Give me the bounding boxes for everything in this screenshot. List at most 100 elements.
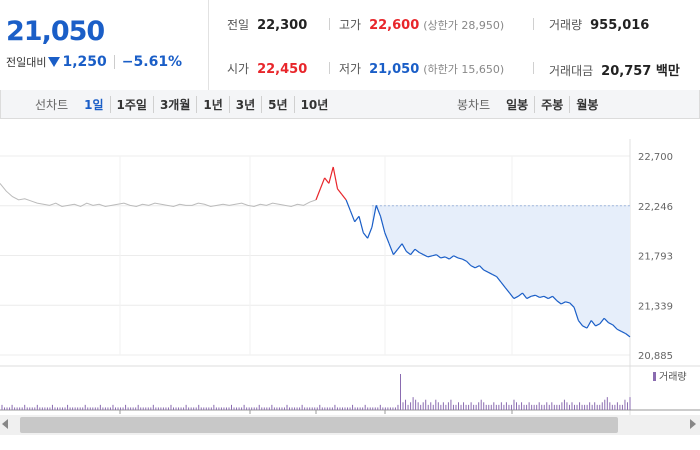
price-line-segment (337, 188, 343, 195)
quote-header: 21,050 전일대비 1,250 −5.61% 전일 22,300 고가 22,6… (0, 0, 700, 91)
price-line-segment (392, 248, 399, 256)
price-line-segment (423, 254, 429, 258)
price-line-segment (582, 325, 588, 329)
tab-monthly[interactable]: 월봉 (569, 95, 604, 113)
scroll-right-icon[interactable] (690, 419, 696, 429)
tab-1w[interactable]: 1주일 (109, 95, 153, 113)
price-line-segment (590, 320, 597, 327)
candle-chart-tabs: 봉차트 일봉 주봉 월봉 (457, 90, 604, 118)
line-chart-tabs: 선차트 1일 1주일 3개월 1년 3년 5년 10년 (35, 90, 334, 118)
price-line-segment (517, 292, 523, 297)
change-percent: −5.61% (121, 54, 183, 70)
price-line-segment (328, 166, 334, 184)
tab-weekly[interactable]: 주봉 (534, 95, 569, 113)
price-line-segment (612, 324, 618, 330)
price-line-segment (474, 265, 480, 269)
y-tick-label: 22,700 (638, 152, 673, 163)
price-line-segment (379, 216, 386, 233)
price-line-segment (319, 177, 326, 190)
y-tick-label: 22,246 (638, 202, 673, 213)
price-line-segment (548, 295, 553, 300)
price-line-segment (345, 199, 351, 212)
price-line-segment (444, 256, 450, 260)
price-line-segment (492, 273, 497, 278)
price-line-segment (521, 292, 528, 299)
y-tick-label: 21,793 (638, 252, 673, 263)
change-amount: 1,250 (62, 54, 107, 70)
price-line-segment (608, 322, 614, 326)
prev-day-series (0, 183, 317, 207)
price-line-segment (500, 281, 506, 288)
price-line-segment (414, 248, 420, 253)
price-stats: 전일 22,300 고가 22,600 (상한가 28,950) 거래량 955,016… (209, 0, 700, 90)
price-line-segment (586, 320, 592, 329)
price-line-segment (625, 333, 631, 338)
price-line-segment (595, 323, 601, 327)
chart-tab-bar: 선차트 1일 1주일 3개월 1년 3년 5년 10년 봉차트 일봉 주봉 월봉 (0, 90, 700, 119)
price-line-segment (349, 210, 356, 223)
price-line-segment (397, 243, 403, 250)
divider (113, 55, 115, 69)
stat-prev-close: 전일 22,300 (227, 18, 308, 33)
price-line-segment (530, 294, 536, 297)
price-line-segment (552, 295, 558, 302)
stat-trade-value: 거래대금 20,757 백만 (549, 64, 680, 79)
price-line-segment (427, 255, 433, 258)
stat-volume: 거래량 955,016 (549, 18, 650, 33)
price-line-segment (324, 177, 330, 184)
price-line-segment (526, 295, 532, 300)
tab-3y[interactable]: 3년 (228, 95, 261, 113)
price-chart: 22,700 22,246 21,793 21,339 20,885 거래량 (0, 139, 700, 415)
price-line-segment (448, 255, 455, 260)
tab-1d[interactable]: 1일 (84, 97, 104, 112)
price-line-segment (375, 205, 382, 217)
candle-chart-label: 봉차트 (457, 97, 491, 112)
price-line-segment (569, 302, 575, 308)
price-line-segment (483, 269, 489, 273)
price-line-segment (470, 265, 476, 269)
price-line-segment (573, 307, 579, 321)
price-line-segment (487, 271, 493, 275)
price-line-segment (479, 265, 485, 271)
price-line-segment (556, 300, 562, 305)
current-price: 21,050 (6, 16, 105, 47)
tab-10y[interactable]: 10년 (293, 95, 335, 113)
price-line-segment (315, 188, 321, 201)
divider (329, 62, 330, 74)
price-line-segment (543, 295, 549, 300)
price-line-segment (384, 232, 390, 244)
scroll-left-icon[interactable] (2, 419, 8, 429)
price-summary: 21,050 전일대비 1,250 −5.61% (0, 0, 209, 90)
chart-scrollbar[interactable] (0, 415, 700, 435)
price-line-segment (367, 227, 373, 239)
tab-daily[interactable]: 일봉 (506, 97, 529, 112)
divider (533, 18, 534, 30)
price-line-segment (457, 257, 463, 260)
price-line-segment (453, 255, 459, 259)
stat-low: 저가 21,050 (하한가 15,650) (339, 62, 505, 77)
price-line-segment (577, 320, 584, 327)
scroll-thumb[interactable] (20, 417, 618, 433)
tab-3m[interactable]: 3개월 (152, 95, 196, 113)
price-line-segment (354, 215, 360, 223)
volume-legend-swatch (653, 372, 656, 381)
price-line-segment (401, 243, 407, 252)
price-line-segment (535, 294, 540, 298)
line-chart-label: 선차트 (35, 97, 69, 112)
price-line-segment (371, 205, 377, 228)
price-line-segment (440, 256, 446, 259)
tab-1y[interactable]: 1년 (196, 95, 228, 113)
price-line-segment (405, 250, 411, 256)
price-line-segment (496, 276, 502, 283)
price-line-segment (362, 232, 369, 239)
tab-5y[interactable]: 5년 (261, 95, 293, 113)
price-line-segment (599, 317, 605, 325)
price-line-segment (461, 258, 467, 262)
stat-high: 고가 22,600 (상한가 28,950) (339, 18, 505, 33)
below-reference-fill (371, 205, 630, 337)
price-line-segment (332, 166, 339, 190)
price-line-segment (509, 292, 515, 299)
y-tick-label: 21,339 (638, 301, 673, 312)
price-line-segment (466, 260, 472, 267)
divider (533, 62, 534, 74)
